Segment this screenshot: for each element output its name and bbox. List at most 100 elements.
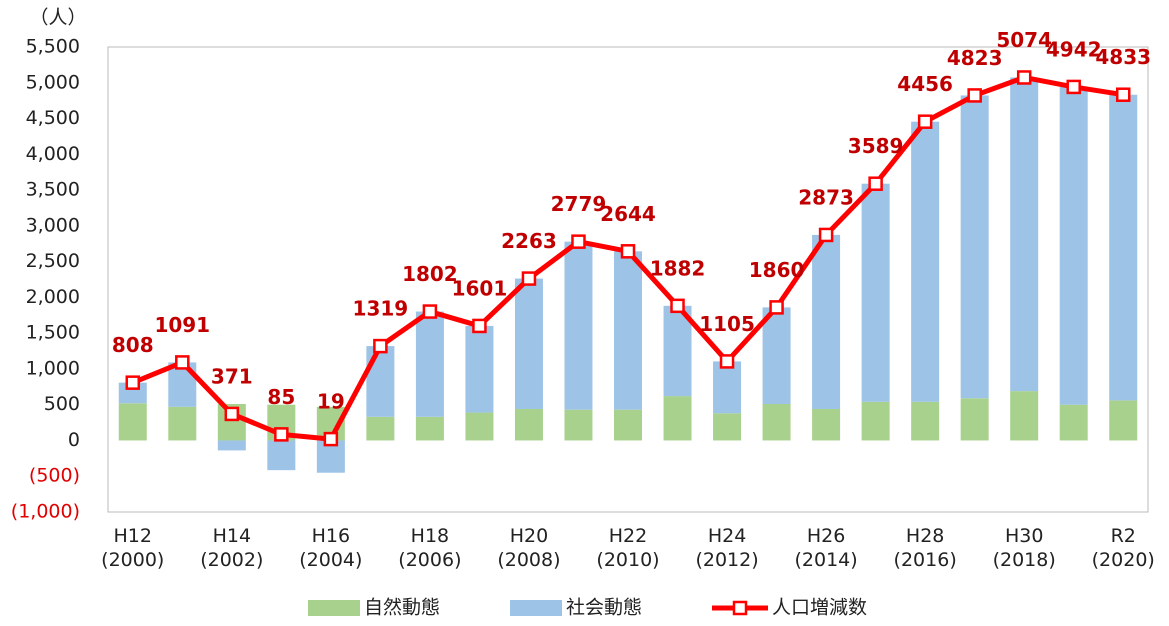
marker — [1115, 87, 1131, 102]
y-unit: （人） — [29, 7, 86, 29]
data-label: 1601 — [452, 276, 508, 300]
marker — [323, 431, 339, 447]
bar — [960, 95, 989, 399]
y-tick-label: (500) — [29, 465, 80, 487]
marker — [868, 176, 883, 191]
legend-swatch — [732, 600, 748, 616]
bar — [861, 183, 890, 402]
x-tick-label: H22 (2010) — [596, 525, 660, 571]
bar — [1109, 94, 1138, 401]
plot-border — [107, 46, 1149, 513]
data-label: 2644 — [600, 202, 656, 226]
bar — [168, 406, 197, 441]
bar — [1010, 77, 1039, 392]
bar — [415, 416, 444, 441]
marker — [917, 114, 933, 129]
x-tick-label: H28 (2016) — [893, 525, 957, 571]
y-tick-label: 2,500 — [26, 250, 80, 272]
bar — [861, 401, 890, 441]
bar — [366, 346, 395, 417]
bar — [812, 234, 841, 409]
bar — [713, 413, 742, 441]
bar — [564, 241, 593, 410]
data-label: 2779 — [551, 192, 607, 216]
bar — [762, 403, 791, 441]
legend-swatch — [510, 600, 562, 616]
data-label: 85 — [267, 385, 295, 409]
marker — [175, 355, 190, 370]
legend-label: 人口増減数 — [772, 597, 867, 619]
bar — [564, 409, 593, 441]
x-tick-label: H14 (2002) — [200, 525, 264, 571]
bar — [514, 278, 543, 409]
data-label: 1105 — [699, 312, 755, 336]
y-tick-label: 1,000 — [26, 357, 80, 379]
marker — [1016, 70, 1032, 85]
data-label: 1802 — [402, 262, 458, 286]
marker — [818, 227, 834, 243]
legend-label: 自然動態 — [364, 597, 440, 619]
marker — [1066, 79, 1081, 95]
bar — [415, 311, 444, 417]
data-label: 4823 — [947, 46, 1003, 70]
marker — [769, 300, 784, 315]
data-label: 1091 — [154, 313, 210, 337]
data-label: 2873 — [798, 185, 854, 209]
bar — [911, 121, 940, 402]
data-label: 4833 — [1095, 45, 1151, 69]
bar — [1059, 404, 1088, 441]
marker — [373, 338, 388, 354]
marker — [620, 244, 636, 259]
bar — [614, 251, 642, 410]
x-tick-label: H26 (2014) — [794, 525, 858, 571]
marker — [967, 88, 982, 103]
legend-swatch — [308, 600, 360, 616]
data-label: 4456 — [897, 72, 953, 96]
marker — [670, 298, 685, 314]
marker — [125, 375, 141, 390]
y-tick-label: 3,000 — [26, 214, 80, 236]
marker — [472, 318, 487, 334]
y-tick-label: 3,500 — [26, 179, 80, 201]
data-label: 3589 — [848, 134, 904, 158]
marker — [422, 304, 438, 319]
data-label: 19 — [317, 390, 345, 414]
x-tick-label: H20 (2008) — [497, 525, 561, 571]
bar — [713, 361, 742, 414]
y-tick-label: (1,000) — [11, 501, 80, 523]
marker — [224, 406, 240, 422]
y-tick-label: 0 — [68, 429, 80, 451]
bar — [614, 409, 642, 441]
legend-label: 社会動態 — [566, 597, 642, 619]
data-label: 371 — [211, 364, 253, 388]
data-label: 1860 — [749, 258, 805, 282]
y-tick-label: 2,000 — [26, 286, 80, 308]
bar — [118, 403, 147, 441]
bar — [514, 408, 543, 441]
x-tick-label: H30 (2018) — [992, 525, 1056, 571]
x-tick-label: H12 (2000) — [101, 525, 165, 571]
data-label: 1882 — [650, 256, 706, 280]
x-tick-label: R2 (2020) — [1091, 525, 1155, 571]
bar — [960, 398, 989, 441]
data-label: 5074 — [996, 28, 1052, 52]
bar — [465, 412, 494, 441]
bar — [1010, 391, 1039, 441]
y-tick-label: 1,500 — [26, 322, 80, 344]
data-label: 1319 — [353, 297, 409, 321]
y-tick-label: 5,500 — [26, 36, 80, 58]
bar — [911, 401, 940, 441]
data-label: 808 — [112, 333, 154, 357]
x-tick-label: H18 (2006) — [398, 525, 462, 571]
data-label: 2263 — [501, 229, 557, 253]
marker — [521, 271, 537, 286]
data-label: 4942 — [1046, 37, 1102, 61]
bar — [217, 440, 246, 451]
bar — [812, 408, 841, 441]
bar — [762, 307, 791, 404]
marker — [571, 234, 586, 249]
y-tick-label: 500 — [44, 393, 80, 415]
x-tick-label: H16 (2004) — [299, 525, 363, 571]
y-tick-label: 4,500 — [26, 107, 80, 129]
